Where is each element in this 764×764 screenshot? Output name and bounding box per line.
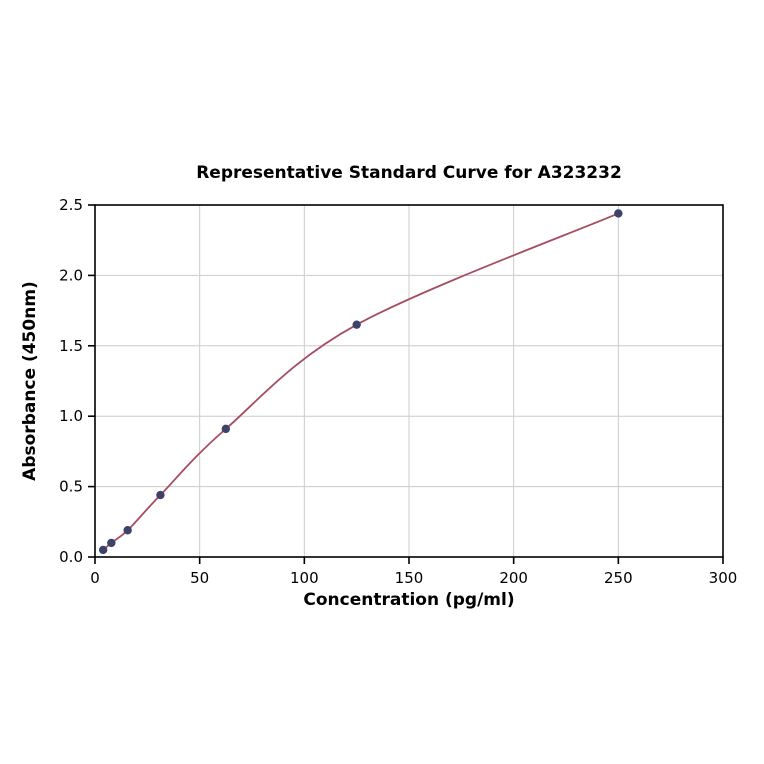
data-point — [107, 538, 116, 548]
data-point — [123, 526, 132, 535]
data-point — [614, 209, 623, 218]
y-tick-label: 0.5 — [59, 478, 83, 496]
x-tick-label: 0 — [90, 569, 100, 587]
y-tick-label: 2.5 — [59, 196, 83, 214]
x-tick-label: 100 — [290, 569, 319, 587]
x-tick-label: 150 — [395, 569, 424, 587]
data-point — [352, 320, 361, 329]
data-point — [221, 424, 231, 434]
data-point — [156, 490, 165, 500]
x-tick-label: 300 — [709, 569, 738, 587]
x-tick-label: 250 — [604, 569, 633, 587]
y-tick-label: 1.0 — [59, 407, 83, 425]
curve-line — [102, 212, 619, 551]
data-point — [98, 545, 108, 555]
y-tick-label: 1.5 — [59, 337, 83, 355]
x-tick-label: 200 — [499, 569, 528, 587]
chart-title: Representative Standard Curve for A32323… — [196, 163, 622, 183]
x-axis-label: Concentration (pg/ml) — [303, 590, 515, 610]
y-tick-label: 0.0 — [59, 548, 83, 566]
y-tick-label: 2.0 — [59, 266, 83, 284]
x-tick-label: 50 — [190, 569, 209, 587]
